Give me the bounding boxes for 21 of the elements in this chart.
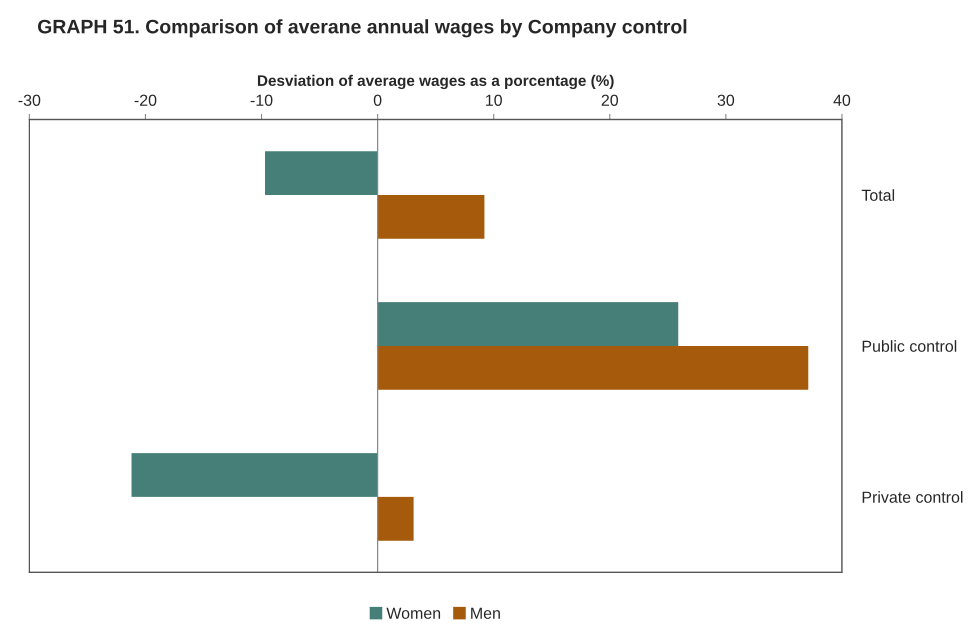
x-tick-label: 30 <box>718 94 734 106</box>
bar <box>378 496 414 541</box>
y-tick-label: Private control <box>862 491 962 503</box>
bar <box>378 346 808 390</box>
legend-label: Men <box>471 608 500 619</box>
bar <box>378 302 678 346</box>
x-tick-label: 40 <box>833 94 850 106</box>
bar <box>132 453 378 497</box>
x-tick-label: 20 <box>602 94 618 106</box>
x-tick-label: 0 <box>374 94 382 106</box>
legend-label: Women <box>386 608 440 619</box>
x-tick-label: -30 <box>18 94 40 106</box>
bar <box>265 151 378 195</box>
y-tick-label: Public control <box>862 340 956 352</box>
x-axis-title: Desviation of average wages as a porcentage (%) <box>258 74 614 90</box>
x-tick-label: -10 <box>250 94 272 106</box>
chart-title: GRAPH 51. Comparison of averane annual wages by Company control <box>38 19 686 38</box>
bar <box>378 194 484 239</box>
y-tick-label: Total <box>862 189 894 201</box>
x-tick-label: 10 <box>486 94 502 106</box>
x-tick-label: -20 <box>134 94 156 106</box>
